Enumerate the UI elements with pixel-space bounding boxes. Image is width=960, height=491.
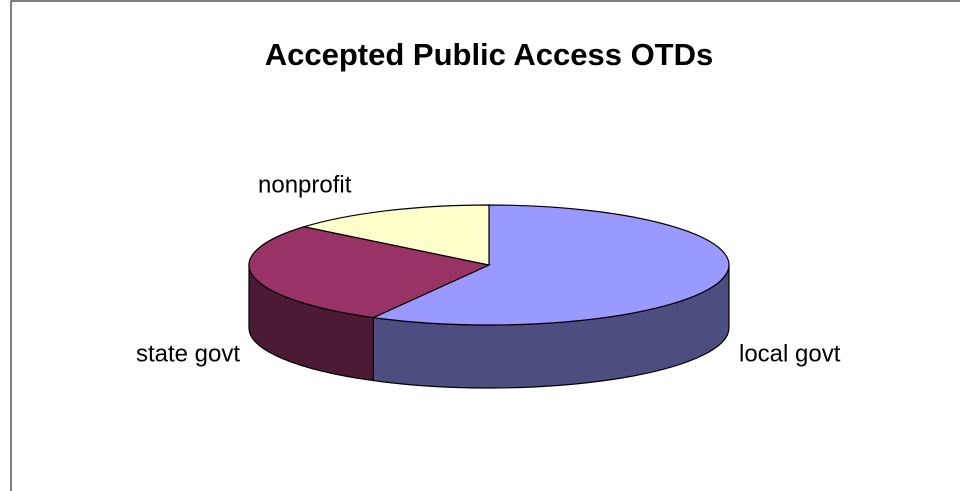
slice-label: nonprofit [258,171,352,198]
pie-slice [248,226,491,319]
slice-label: state govt [136,340,240,367]
pie-slice [303,204,490,266]
pie-slice [371,204,730,326]
slice-label: local govt [739,340,841,367]
chart-title: Accepted Public Access OTDs [265,37,714,72]
